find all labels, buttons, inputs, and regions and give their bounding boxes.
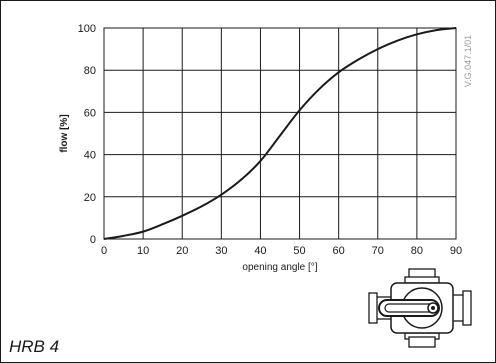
x-axis-ticks: 0 10 20 30 40 50 60 70 80 90 — [101, 245, 462, 257]
x-tick-label: 70 — [372, 245, 384, 257]
product-caption: HRB 4 — [9, 337, 60, 356]
y-axis-ticks: 0 20 40 60 80 100 — [78, 23, 96, 246]
x-tick-label: 0 — [101, 245, 107, 257]
three-way-valve-icon — [368, 268, 472, 348]
y-tick-label: 0 — [90, 234, 96, 246]
y-axis-label: flow [%] — [59, 114, 70, 152]
y-tick-label: 80 — [84, 65, 96, 77]
x-tick-label: 90 — [450, 245, 462, 257]
reference-code: V.G.047.1/01 — [463, 35, 473, 87]
flow-chart: 0 10 20 30 40 50 60 70 80 90 0 20 40 60 80 100 opening… — [59, 23, 473, 273]
y-tick-label: 100 — [78, 23, 96, 35]
x-tick-label: 20 — [176, 245, 188, 257]
x-tick-label: 40 — [254, 245, 266, 257]
x-tick-label: 30 — [215, 245, 227, 257]
x-tick-label: 10 — [137, 245, 149, 257]
x-tick-label: 60 — [333, 245, 345, 257]
plot-border — [103, 27, 457, 240]
y-tick-label: 60 — [84, 107, 96, 119]
grid — [103, 27, 457, 240]
y-tick-label: 20 — [84, 192, 96, 204]
flow-curve — [103, 27, 457, 240]
x-tick-label: 80 — [411, 245, 423, 257]
x-tick-label: 50 — [293, 245, 305, 257]
x-axis-label: opening angle [°] — [242, 262, 317, 273]
y-tick-label: 40 — [84, 150, 96, 162]
